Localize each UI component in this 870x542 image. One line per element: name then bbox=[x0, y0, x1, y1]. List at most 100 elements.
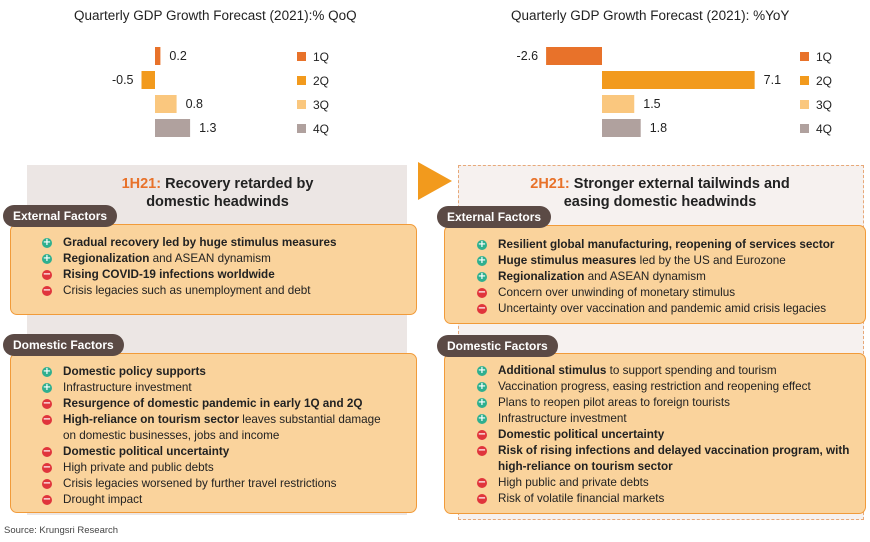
yoy-legend-swatch-4Q bbox=[800, 124, 809, 133]
factor-item: − Drought impact bbox=[42, 492, 382, 508]
factor-item: + Vaccination progress, easing restrictio… bbox=[477, 379, 857, 395]
minus-icon: − bbox=[42, 269, 52, 280]
qoq-bar-3Q bbox=[155, 95, 177, 113]
factor-item: + Regionalization and ASEAN dynamism bbox=[477, 269, 862, 285]
plus-icon: + bbox=[42, 237, 52, 248]
minus-icon: − bbox=[42, 478, 52, 489]
plus-icon: + bbox=[42, 382, 52, 393]
yoy-legend-label-4Q: 4Q bbox=[816, 122, 832, 136]
factor-text: Risk of volatile financial markets bbox=[498, 492, 665, 505]
qoq-bar-1Q bbox=[155, 47, 161, 65]
qoq-chart-title: Quarterly GDP Growth Forecast (2021):% Q… bbox=[74, 8, 357, 23]
left-external-factors-list: + Gradual recovery led by huge stimulus m… bbox=[42, 235, 414, 299]
factor-item: + Plans to reopen pilot areas to foreign … bbox=[477, 395, 857, 411]
right-domestic-factors-tag: Domestic Factors bbox=[437, 335, 558, 357]
factor-text: Rising COVID-19 infections worldwide bbox=[63, 268, 275, 281]
factor-item: + Infrastructure investment bbox=[42, 380, 382, 396]
yoy-data-label-4Q: 1.8 bbox=[650, 121, 667, 135]
factor-text: High-reliance on tourism sector leaves s… bbox=[63, 413, 381, 442]
qoq-legend-swatch-1Q bbox=[297, 52, 306, 61]
factor-text: Resurgence of domestic pandemic in early… bbox=[63, 397, 363, 410]
plus-icon: + bbox=[42, 366, 52, 377]
plus-icon: + bbox=[477, 397, 487, 408]
minus-icon: − bbox=[42, 414, 52, 425]
factor-item: − Domestic political uncertainty bbox=[42, 444, 382, 460]
factor-text: Resilient global manufacturing, reopenin… bbox=[498, 238, 835, 251]
factor-text: Gradual recovery led by huge stimulus me… bbox=[63, 236, 337, 249]
plus-icon: + bbox=[477, 239, 487, 250]
factor-text: Regionalization and ASEAN dynamism bbox=[63, 252, 271, 265]
qoq-legend-swatch-4Q bbox=[297, 124, 306, 133]
qoq-legend-label-3Q: 3Q bbox=[313, 98, 329, 112]
factor-item: + Additional stimulus to support spending… bbox=[477, 363, 857, 379]
yoy-data-label-2Q: 7.1 bbox=[764, 73, 781, 87]
left-domestic-factors-list: + Domestic policy supports + Infrastructure… bbox=[42, 364, 382, 508]
minus-icon: − bbox=[42, 462, 52, 473]
minus-icon: − bbox=[42, 494, 52, 505]
minus-icon: − bbox=[477, 303, 487, 314]
factor-item: − Rising COVID-19 infections worldwide bbox=[42, 267, 414, 283]
factor-text: Domestic political uncertainty bbox=[63, 445, 230, 458]
factor-text: Additional stimulus to support spending … bbox=[498, 364, 777, 377]
factor-item: − Uncertainty over vaccination and pandem… bbox=[477, 301, 862, 317]
factor-item: + Infrastructure investment bbox=[477, 411, 857, 427]
qoq-data-label-4Q: 1.3 bbox=[199, 121, 216, 135]
left-panel-heading: 1H21: Recovery retarded by domestic head… bbox=[121, 176, 314, 210]
yoy-legend-label-2Q: 2Q bbox=[816, 74, 832, 88]
qoq-legend-label-1Q: 1Q bbox=[313, 50, 329, 64]
factor-item: − Risk of volatile financial markets bbox=[477, 491, 857, 507]
right-external-factors-tag: External Factors bbox=[437, 206, 552, 228]
yoy-bar-4Q bbox=[602, 119, 641, 137]
factor-text: Crisis legacies such as unemployment and… bbox=[63, 284, 311, 297]
plus-icon: + bbox=[477, 365, 487, 376]
factor-item: + Gradual recovery led by huge stimulus m… bbox=[42, 235, 414, 251]
minus-icon: − bbox=[42, 285, 52, 296]
right-panel-heading: 2H21: Stronger external tailwinds and ea… bbox=[530, 176, 790, 210]
factor-item: − High public and private debts bbox=[477, 475, 857, 491]
factor-item: − Resurgence of domestic pandemic in earl… bbox=[42, 396, 382, 412]
factor-text: Concern over unwinding of monetary stimu… bbox=[498, 286, 736, 299]
left-domestic-factors-tag: Domestic Factors bbox=[3, 334, 124, 356]
factor-text: Plans to reopen pilot areas to foreign t… bbox=[498, 396, 730, 409]
factor-text: Infrastructure investment bbox=[498, 412, 627, 425]
factor-text: Huge stimulus measures led by the US and… bbox=[498, 254, 786, 267]
minus-icon: − bbox=[477, 287, 487, 298]
minus-icon: − bbox=[477, 493, 487, 504]
arrow-right-icon bbox=[418, 162, 452, 200]
plus-icon: + bbox=[42, 253, 52, 264]
minus-icon: − bbox=[477, 429, 487, 440]
yoy-data-label-1Q: -2.6 bbox=[517, 49, 539, 63]
factor-item: − Crisis legacies such as unemployment an… bbox=[42, 283, 414, 299]
minus-icon: − bbox=[42, 446, 52, 457]
qoq-legend-swatch-3Q bbox=[297, 100, 306, 109]
yoy-legend-swatch-2Q bbox=[800, 76, 809, 85]
qoq-legend-swatch-2Q bbox=[297, 76, 306, 85]
yoy-bar-1Q bbox=[546, 47, 602, 65]
factor-text: Domestic political uncertainty bbox=[498, 428, 665, 441]
factor-text: Uncertainty over vaccination and pandemi… bbox=[498, 302, 827, 315]
minus-icon: − bbox=[477, 445, 487, 456]
qoq-legend-label-4Q: 4Q bbox=[313, 122, 329, 136]
qoq-bar-chart: 0.2 1Q -0.5 2Q 0.8 3Q 1.3 4Q bbox=[112, 47, 329, 137]
factor-text: Infrastructure investment bbox=[63, 381, 192, 394]
qoq-legend-label-2Q: 2Q bbox=[313, 74, 329, 88]
left-domestic-factors-box bbox=[10, 353, 417, 513]
factor-text: Crisis legacies worsened by further trav… bbox=[63, 477, 337, 490]
qoq-data-label-1Q: 0.2 bbox=[169, 49, 186, 63]
yoy-legend-label-1Q: 1Q bbox=[816, 50, 832, 64]
factor-item: − High-reliance on tourism sector leaves … bbox=[42, 412, 382, 444]
minus-icon: − bbox=[477, 477, 487, 488]
factor-text: Domestic policy supports bbox=[63, 365, 206, 378]
factor-item: − Crisis legacies worsened by further tra… bbox=[42, 476, 382, 492]
plus-icon: + bbox=[477, 381, 487, 392]
qoq-bar-4Q bbox=[155, 119, 191, 137]
factor-text: High public and private debts bbox=[498, 476, 649, 489]
factor-item: − Domestic political uncertainty bbox=[477, 427, 857, 443]
yoy-bar-3Q bbox=[602, 95, 635, 113]
yoy-bar-2Q bbox=[602, 71, 755, 89]
right-external-factors-box bbox=[444, 225, 866, 324]
yoy-data-label-3Q: 1.5 bbox=[643, 97, 660, 111]
right-domestic-factors-box bbox=[444, 353, 866, 514]
left-external-factors-tag: External Factors bbox=[3, 205, 118, 227]
plus-icon: + bbox=[477, 271, 487, 282]
